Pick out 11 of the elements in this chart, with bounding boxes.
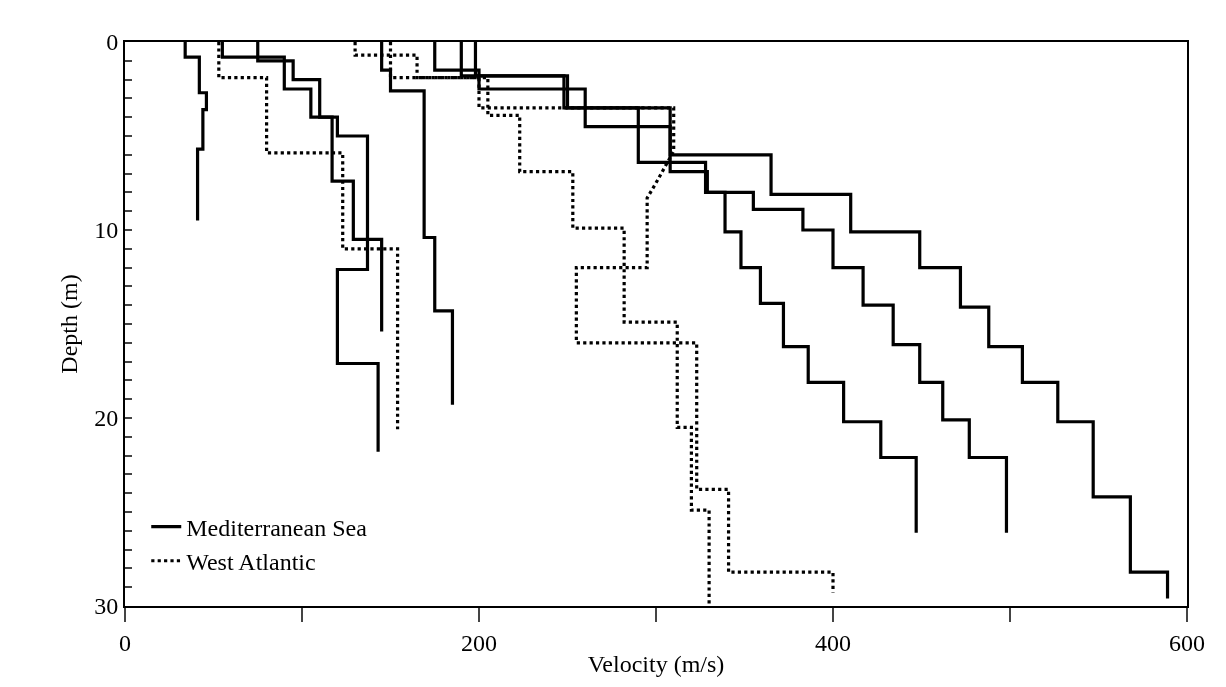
y-tick-label: 30	[94, 593, 119, 620]
legend-label: Mediterranean Sea	[186, 514, 368, 541]
y-tick-label: 20	[94, 405, 119, 432]
y-tick-label: 0	[106, 29, 119, 56]
x-axis-title: Velocity (m/s)	[587, 650, 725, 677]
legend-label: West Atlantic	[186, 549, 316, 576]
y-axis-title: Depth (m)	[55, 274, 82, 374]
x-tick-label: 400	[815, 629, 851, 656]
x-tick-label: 600	[1169, 629, 1205, 656]
x-tick-label: 200	[461, 629, 497, 656]
y-tick-label: 10	[94, 217, 119, 244]
